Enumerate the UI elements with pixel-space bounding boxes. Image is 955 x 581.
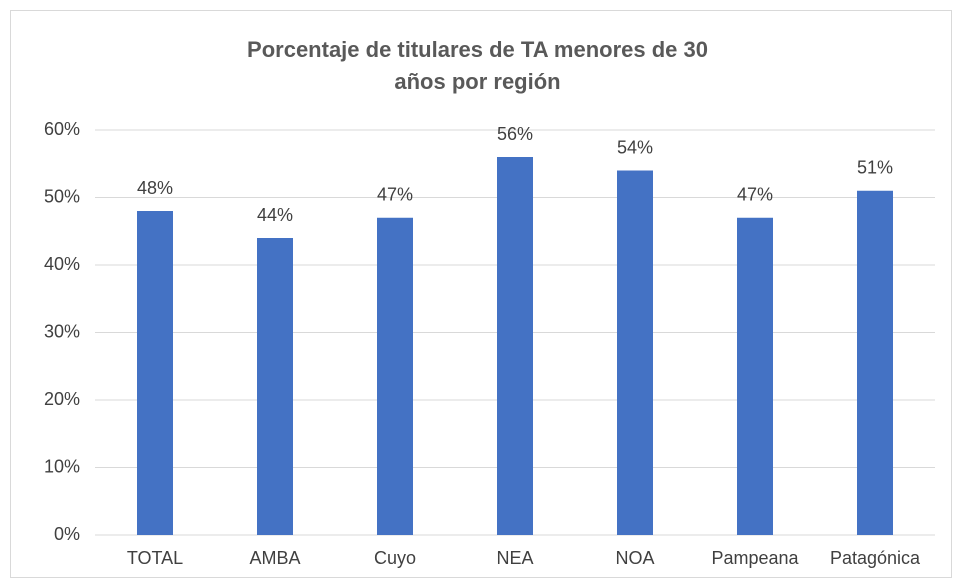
chart-title: Porcentaje de titulares de TA menores de… bbox=[247, 37, 708, 94]
data-label: 44% bbox=[257, 205, 293, 225]
x-tick-label: NEA bbox=[496, 548, 533, 568]
chart-border bbox=[10, 10, 952, 578]
y-tick-label: 40% bbox=[44, 254, 80, 274]
bar bbox=[137, 211, 173, 535]
y-tick-label: 50% bbox=[44, 186, 80, 206]
y-tick-label: 30% bbox=[44, 321, 80, 341]
bar bbox=[257, 238, 293, 535]
data-label: 51% bbox=[857, 158, 893, 178]
y-tick-label: 0% bbox=[54, 524, 80, 544]
x-tick-label: Patagónica bbox=[830, 548, 921, 568]
data-label: 47% bbox=[377, 185, 413, 205]
bar bbox=[857, 190, 893, 535]
y-tick-label: 10% bbox=[44, 456, 80, 476]
y-tick-label: 20% bbox=[44, 389, 80, 409]
bar bbox=[737, 217, 773, 535]
x-tick-label: TOTAL bbox=[127, 548, 183, 568]
x-tick-label: Cuyo bbox=[374, 548, 416, 568]
x-tick-label: AMBA bbox=[249, 548, 300, 568]
data-label: 54% bbox=[617, 137, 653, 157]
bar bbox=[377, 217, 413, 535]
data-label: 48% bbox=[137, 178, 173, 198]
data-label: 56% bbox=[497, 124, 533, 144]
data-label: 47% bbox=[737, 185, 773, 205]
bar bbox=[497, 157, 533, 535]
x-tick-label: NOA bbox=[615, 548, 654, 568]
y-tick-label: 60% bbox=[44, 119, 80, 139]
x-tick-label: Pampeana bbox=[711, 548, 799, 568]
bar bbox=[617, 170, 653, 535]
